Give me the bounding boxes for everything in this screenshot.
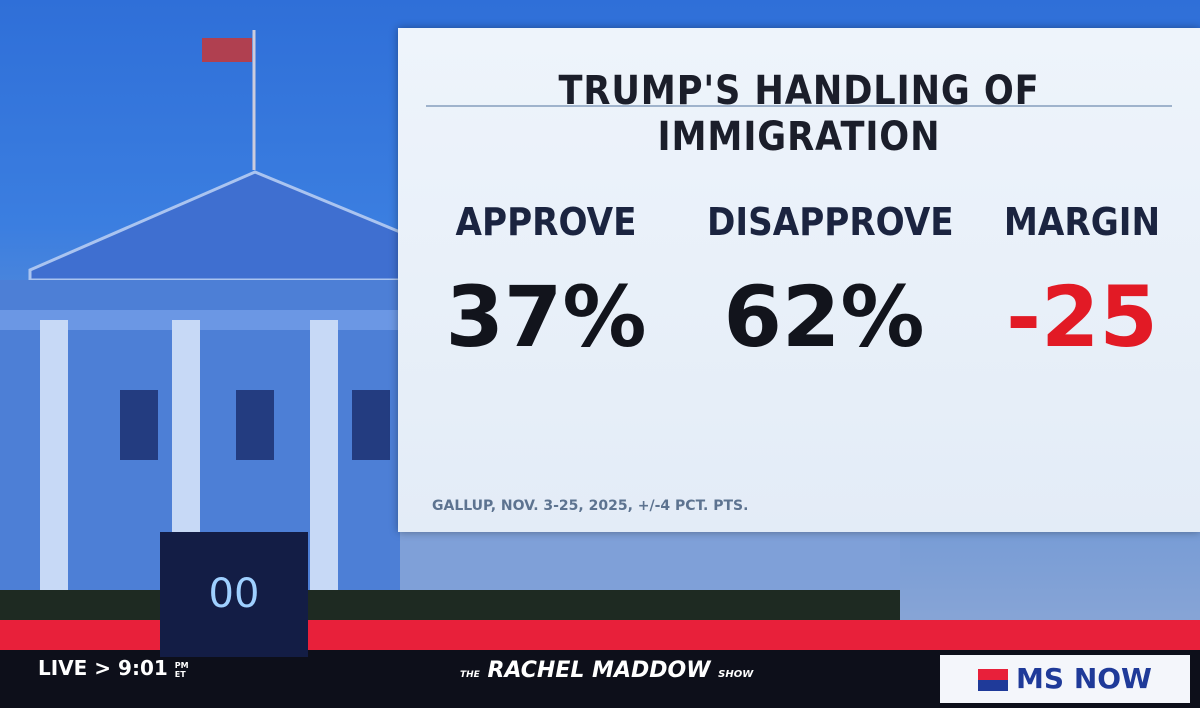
stat-label: DISAPPROVE bbox=[707, 200, 954, 244]
stat-value: 62% bbox=[723, 268, 925, 366]
show-prefix: THE bbox=[460, 670, 480, 680]
stat-value: -25 bbox=[1006, 268, 1158, 366]
title-rule bbox=[426, 105, 1172, 107]
live: LIVE bbox=[38, 656, 88, 680]
stat-label: APPROVE bbox=[455, 200, 637, 244]
network: MS NOW bbox=[1016, 662, 1152, 695]
am-pm: PM bbox=[174, 660, 189, 670]
show-suffix: SHOW bbox=[718, 669, 754, 680]
zone: ET bbox=[174, 669, 186, 679]
network-logo: MS NOW bbox=[940, 655, 1190, 703]
stat-label: MARGIN bbox=[1003, 200, 1161, 244]
time-suffix: PM ET bbox=[175, 661, 189, 679]
arrow: > bbox=[94, 656, 112, 680]
stat-value: 37% bbox=[445, 268, 647, 366]
graphic-panel: TRUMP'S HANDLING OF IMMIGRATION APPROVE … bbox=[398, 28, 1200, 532]
show-logo: THE RACHEL MADDOW SHOW bbox=[460, 658, 753, 683]
graphic-title: TRUMP'S HANDLING OF IMMIGRATION bbox=[558, 68, 1040, 160]
time: 9:01 bbox=[118, 656, 168, 680]
source: GALLUP, NOV. 3-25, 2025, +/-4 PCT. PTS. bbox=[432, 498, 749, 514]
timer: 00 bbox=[160, 532, 308, 657]
logo-flag bbox=[978, 669, 1009, 691]
show-name: RACHEL MADDOW bbox=[487, 658, 711, 683]
live-time: LIVE > 9:01 PM ET bbox=[38, 656, 189, 680]
